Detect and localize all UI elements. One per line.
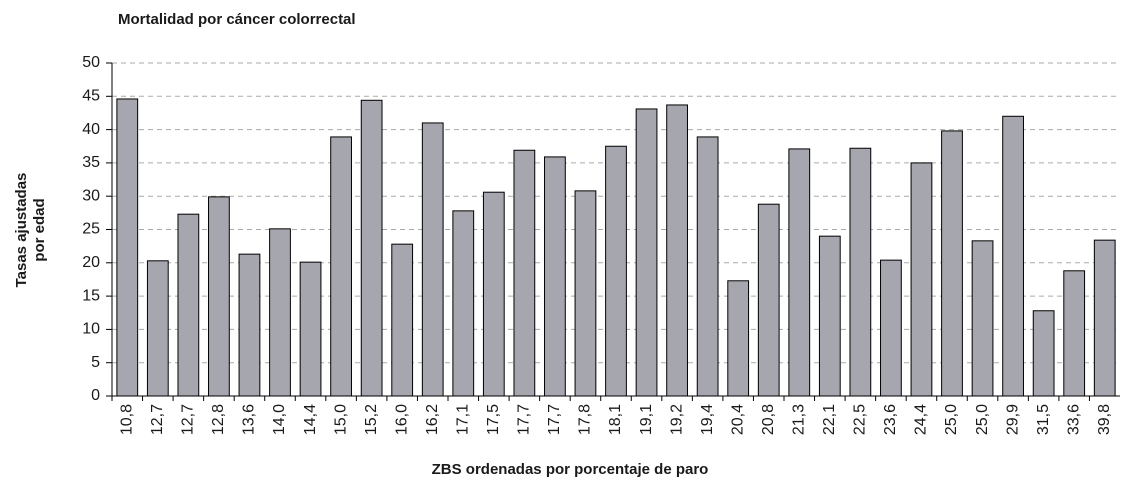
x-tick-label: 19,1 [638, 404, 655, 435]
x-tick-label: 24,4 [913, 404, 930, 435]
x-tick-label: 15,0 [332, 404, 349, 435]
x-axis-label: ZBS ordenadas por porcentaje de paro [432, 461, 709, 478]
bar [452, 210, 475, 397]
bar [146, 260, 169, 397]
x-tick-label: 13,6 [241, 404, 258, 435]
x-tick-label: 12,8 [210, 404, 227, 435]
bar [299, 261, 322, 397]
x-tick-label: 17,5 [485, 404, 502, 435]
bar [1093, 239, 1116, 397]
bar [971, 240, 994, 397]
bar [880, 259, 902, 397]
bar [788, 148, 811, 397]
x-tick-label: 14,4 [302, 404, 319, 435]
y-tick-label: 0 [91, 387, 100, 404]
x-tick-label: 23,6 [882, 404, 899, 435]
y-tick-label: 30 [82, 187, 100, 204]
x-tick-label: 16,0 [393, 404, 410, 435]
x-tick-label: 17,1 [454, 404, 471, 435]
x-tick-label: 12,7 [180, 404, 197, 435]
x-tick-label: 39,8 [1096, 404, 1113, 435]
bar [1032, 310, 1055, 397]
bar [238, 253, 261, 397]
y-tick-label: 15 [82, 287, 100, 304]
bar [513, 149, 536, 397]
x-tick-label: 29,9 [1004, 404, 1021, 435]
chart-title: Mortalidad por cáncer colorrectal [118, 11, 356, 28]
bar [177, 213, 200, 397]
bar [360, 99, 383, 397]
x-tick-label: 20,8 [760, 404, 777, 435]
bar [544, 156, 566, 397]
y-tick-label: 45 [82, 88, 100, 105]
y-tick-label: 25 [82, 221, 100, 238]
x-tick-label: 10,8 [118, 404, 135, 435]
x-tick-label: 25,0 [974, 404, 991, 435]
x-tick-label: 20,4 [729, 404, 746, 435]
y-tick-label: 5 [91, 354, 100, 371]
x-tick-label: 22,1 [821, 404, 838, 435]
x-tick-label: 17,7 [546, 404, 563, 435]
bar [330, 136, 352, 397]
y-axis-label: Tasas ajustadas [13, 173, 30, 288]
bar [421, 122, 444, 397]
bar [666, 104, 688, 397]
y-tick-label: 20 [82, 254, 100, 271]
x-tick-label: 31,5 [1035, 404, 1052, 435]
bar [605, 145, 627, 397]
y-tick-label: 10 [82, 321, 100, 338]
x-tick-label: 33,6 [1065, 404, 1082, 435]
y-tick-label: 40 [82, 121, 100, 138]
y-tick-label: 35 [82, 154, 100, 171]
x-tick-label: 15,2 [363, 404, 380, 435]
bar [941, 130, 963, 397]
x-tick-label: 14,0 [271, 404, 288, 435]
bar [116, 98, 139, 397]
x-tick-label: 17,7 [516, 404, 533, 435]
bar [849, 147, 872, 397]
x-tick-label: 18,1 [607, 404, 624, 435]
bar [635, 108, 658, 397]
bar [574, 190, 597, 397]
y-tick-label: 50 [82, 54, 100, 71]
x-tick-label: 12,7 [149, 404, 166, 435]
x-tick-label: 25,0 [943, 404, 960, 435]
x-tick-label: 21,3 [790, 404, 807, 435]
bar [482, 191, 505, 397]
bar [910, 162, 933, 397]
bar [208, 196, 230, 397]
bar [269, 228, 291, 397]
x-tick-label: 19,2 [668, 404, 685, 435]
bar [727, 280, 750, 397]
x-tick-label: 16,2 [424, 404, 441, 435]
x-tick-label: 22,5 [852, 404, 869, 435]
bar [1063, 270, 1086, 397]
bar [1002, 115, 1024, 397]
x-tick-label: 19,4 [699, 404, 716, 435]
x-tick-label: 17,8 [577, 404, 594, 435]
y-axis-label: por edad [31, 198, 48, 261]
bar [757, 203, 780, 397]
bar [696, 136, 719, 397]
bar [818, 235, 841, 397]
bar [391, 243, 414, 397]
